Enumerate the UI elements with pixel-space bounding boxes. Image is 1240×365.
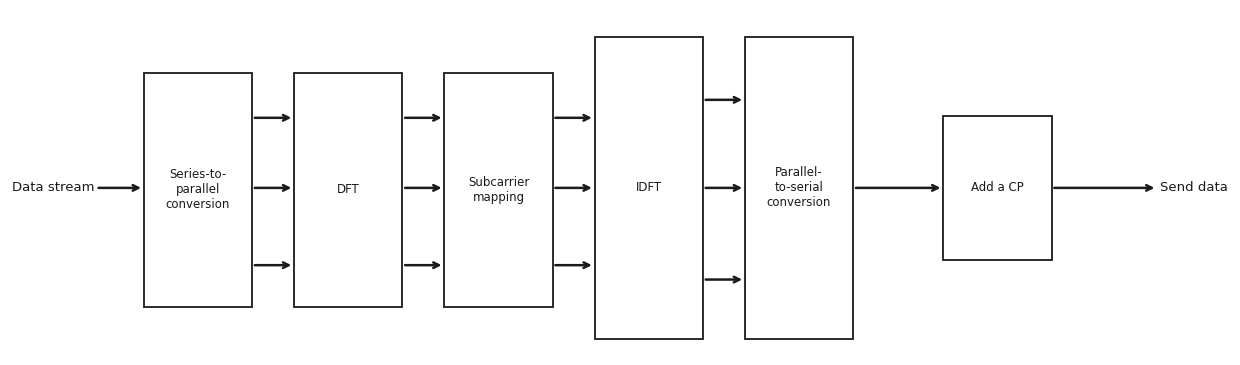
FancyBboxPatch shape bbox=[294, 73, 402, 307]
Text: DFT: DFT bbox=[337, 183, 360, 196]
Text: Send data: Send data bbox=[1159, 181, 1228, 195]
Text: Parallel-
to-serial
conversion: Parallel- to-serial conversion bbox=[766, 166, 831, 210]
FancyBboxPatch shape bbox=[944, 116, 1052, 260]
Text: Data stream: Data stream bbox=[12, 181, 95, 195]
FancyBboxPatch shape bbox=[595, 37, 703, 339]
Text: Series-to-
parallel
conversion: Series-to- parallel conversion bbox=[166, 168, 231, 211]
FancyBboxPatch shape bbox=[444, 73, 553, 307]
Text: Add a CP: Add a CP bbox=[971, 181, 1024, 195]
FancyBboxPatch shape bbox=[144, 73, 252, 307]
Text: IDFT: IDFT bbox=[636, 181, 662, 195]
FancyBboxPatch shape bbox=[745, 37, 853, 339]
Text: Subcarrier
mapping: Subcarrier mapping bbox=[467, 176, 529, 204]
